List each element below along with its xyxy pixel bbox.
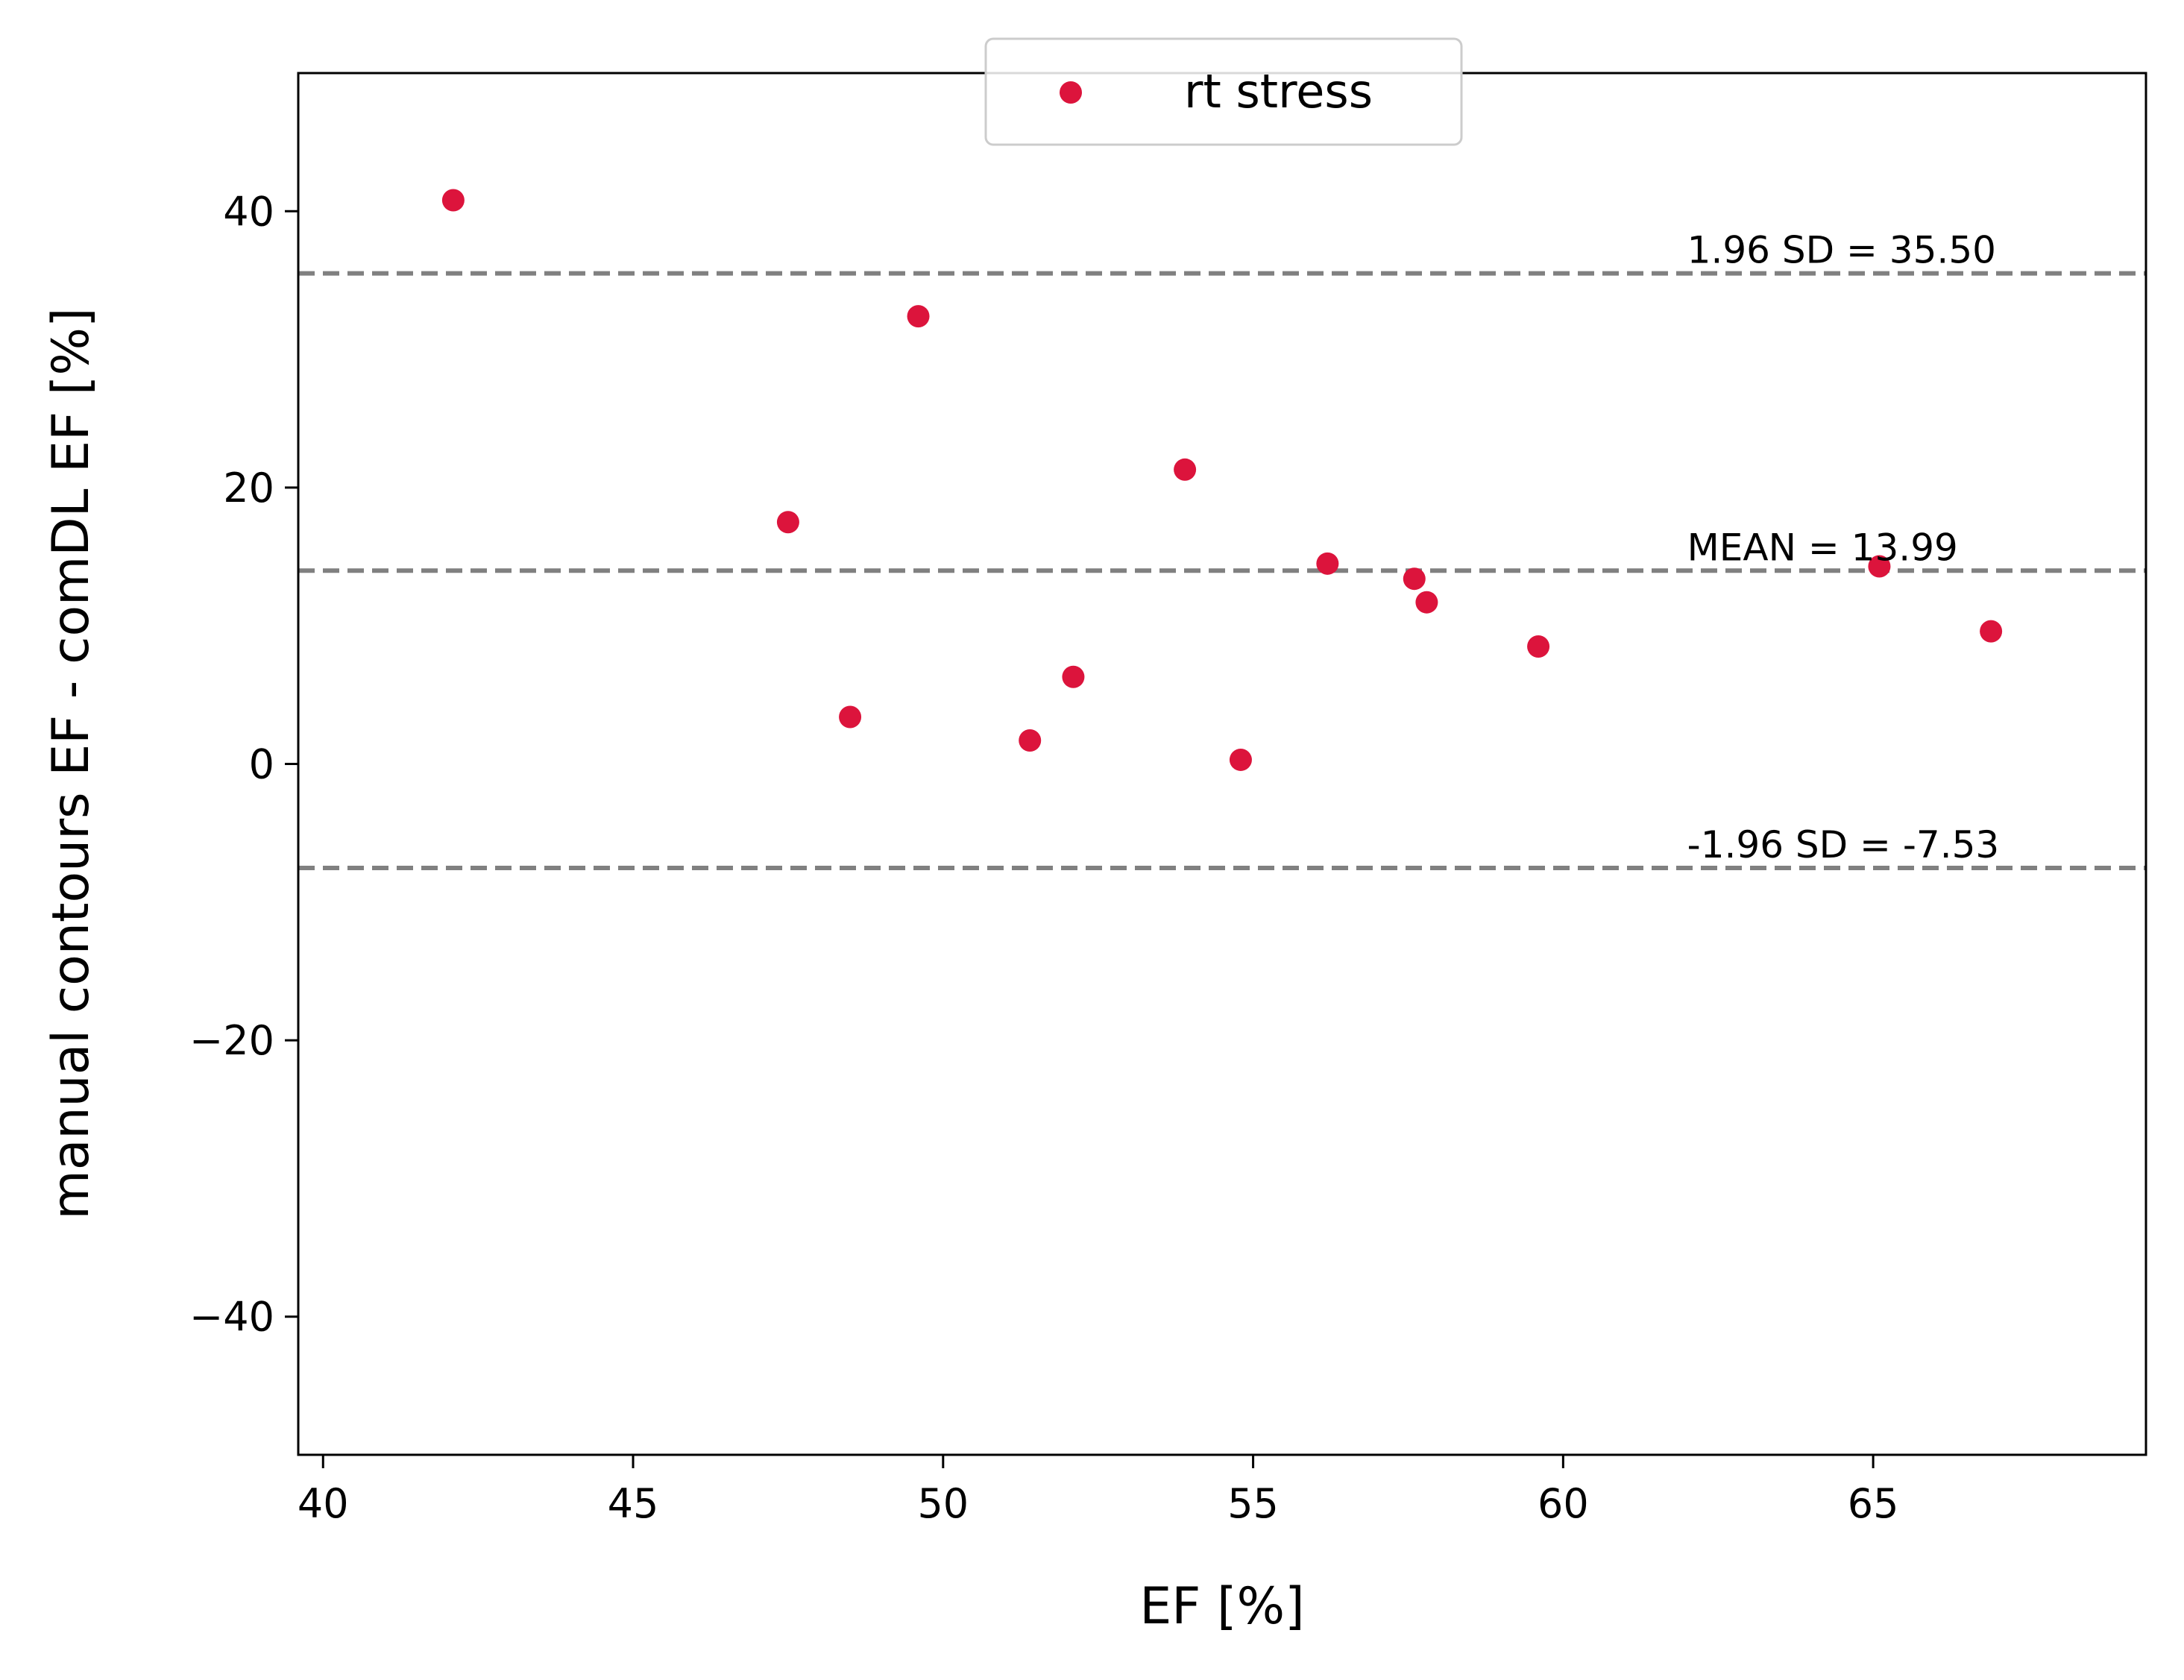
reference-labels: 1.96 SD = 35.50 MEAN = 13.99 -1.96 SD = -7… (1687, 229, 2000, 866)
y-axis-ticks: −40 −20 0 20 40 (189, 188, 298, 1341)
reference-line-label: 1.96 SD = 35.50 (1687, 229, 1996, 272)
data-point (1415, 591, 1438, 614)
x-tick-label: 45 (608, 1480, 659, 1527)
reference-line-label: -1.96 SD = -7.53 (1687, 823, 2000, 866)
data-point (1980, 620, 2003, 643)
data-point (1316, 552, 1339, 575)
data-points (441, 189, 2003, 771)
reference-line-label: MEAN = 13.99 (1687, 526, 1958, 569)
y-axis-title: manual contours EF - comDL EF [%] (42, 307, 101, 1219)
data-point (1229, 748, 1252, 771)
legend-box (984, 37, 1463, 146)
x-tick-label: 55 (1227, 1480, 1279, 1527)
reference-lines (298, 271, 2146, 871)
plot-area (298, 73, 2146, 1455)
x-tick-label: 60 (1538, 1480, 1589, 1527)
data-point (839, 705, 862, 729)
y-tick-label: 0 (249, 741, 274, 788)
x-tick-label: 65 (1848, 1480, 1899, 1527)
y-tick-label: −20 (189, 1017, 274, 1064)
x-axis-ticks: 40 45 50 55 60 65 (298, 1455, 1899, 1527)
data-point (1062, 665, 1085, 688)
y-tick-label: 40 (223, 188, 274, 235)
data-point (1868, 555, 1891, 578)
data-point (1403, 567, 1426, 591)
x-tick-label: 50 (917, 1480, 969, 1527)
x-axis-title: EF [%] (1139, 1577, 1304, 1636)
legend-marker (1060, 81, 1082, 104)
data-point (1019, 729, 1042, 752)
legend-label: rt stress (1184, 64, 1373, 119)
data-point (441, 189, 465, 212)
data-point (907, 305, 930, 328)
data-point (1174, 458, 1197, 481)
y-tick-label: −40 (189, 1294, 274, 1341)
data-point (776, 511, 799, 534)
x-tick-label: 40 (298, 1480, 349, 1527)
legend: rt stress (984, 37, 1463, 146)
y-tick-label: 20 (223, 465, 274, 512)
data-point (1527, 635, 1550, 658)
